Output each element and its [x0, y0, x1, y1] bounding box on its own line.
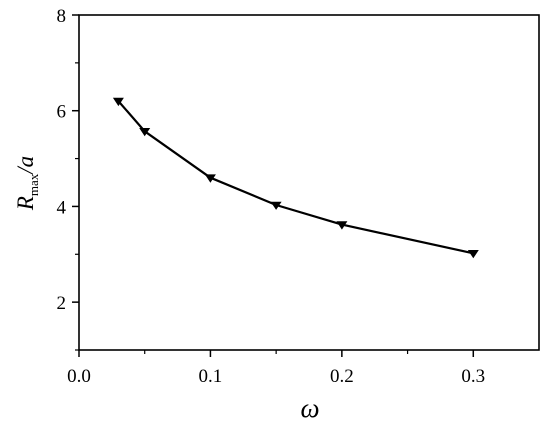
y-axis-ticks: 2 4 6 8 [57, 6, 79, 351]
y-tick-label: 4 [57, 197, 67, 218]
data-point-marker [467, 250, 479, 259]
y-axis-title-main: R [13, 196, 38, 211]
y-tick-label: 2 [57, 293, 67, 314]
x-tick-label: 0.1 [199, 366, 223, 387]
data-point-marker [270, 201, 282, 210]
data-point-marker [139, 128, 151, 137]
data-point-marker [112, 97, 124, 107]
x-axis-ticks: 0.0 0.1 0.2 0.3 [67, 350, 485, 387]
data-point-marker [204, 174, 216, 183]
y-tick-label: 8 [57, 6, 67, 27]
series-line [117, 100, 474, 255]
x-axis-title: ω [300, 393, 319, 423]
y-axis-title: Rmax/a [13, 156, 41, 211]
y-axis-title-suffix: /a [13, 156, 38, 176]
x-tick-label: 0.3 [461, 366, 485, 387]
x-tick-label: 0.0 [67, 366, 91, 387]
y-tick-label: 6 [57, 102, 67, 123]
plot-frame [78, 14, 540, 351]
series-layer [112, 97, 479, 259]
data-point-marker [336, 221, 348, 230]
y-axis-title-subscript: max [26, 173, 41, 196]
x-tick-label: 0.2 [330, 366, 354, 387]
